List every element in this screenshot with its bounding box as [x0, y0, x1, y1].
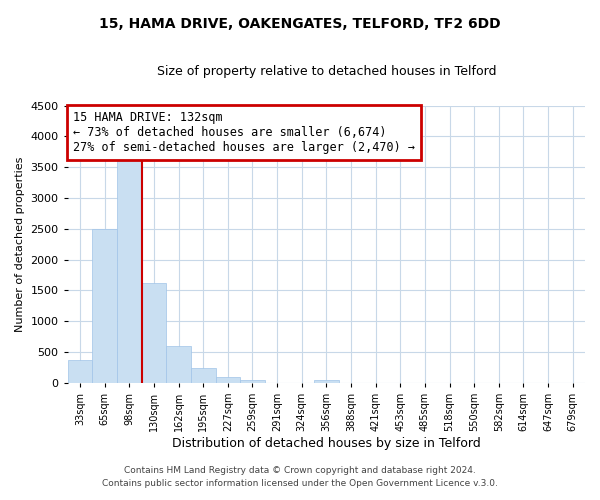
Y-axis label: Number of detached properties: Number of detached properties — [15, 156, 25, 332]
Bar — [166, 346, 191, 383]
Bar — [142, 283, 166, 383]
Title: Size of property relative to detached houses in Telford: Size of property relative to detached ho… — [157, 65, 496, 78]
Bar — [117, 154, 142, 383]
Bar — [92, 229, 117, 383]
Bar — [215, 377, 240, 383]
Bar — [191, 368, 215, 383]
Bar — [240, 380, 265, 383]
Text: 15, HAMA DRIVE, OAKENGATES, TELFORD, TF2 6DD: 15, HAMA DRIVE, OAKENGATES, TELFORD, TF2… — [99, 18, 501, 32]
X-axis label: Distribution of detached houses by size in Telford: Distribution of detached houses by size … — [172, 437, 481, 450]
Text: Contains HM Land Registry data © Crown copyright and database right 2024.
Contai: Contains HM Land Registry data © Crown c… — [102, 466, 498, 487]
Bar — [68, 360, 92, 383]
Bar — [314, 380, 338, 383]
Text: 15 HAMA DRIVE: 132sqm
← 73% of detached houses are smaller (6,674)
27% of semi-d: 15 HAMA DRIVE: 132sqm ← 73% of detached … — [73, 111, 415, 154]
